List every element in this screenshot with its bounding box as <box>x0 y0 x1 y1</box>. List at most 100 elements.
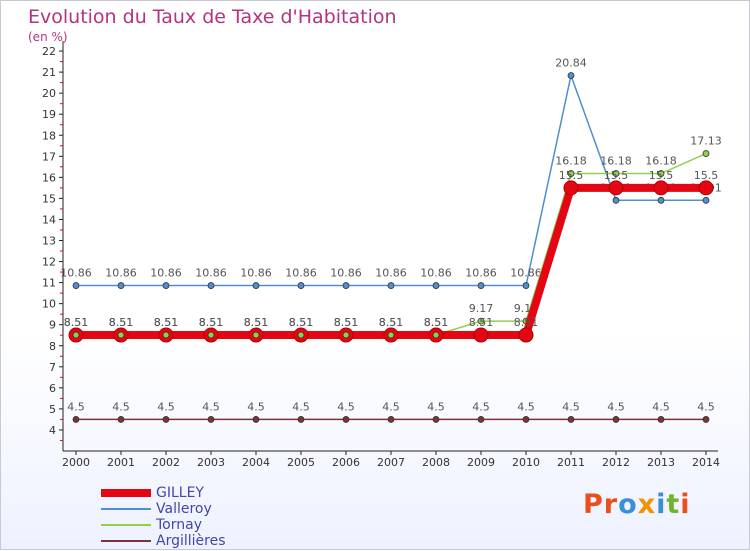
data-label-valleroy: 20.84 <box>555 56 587 69</box>
data-label-argillieres: 4.5 <box>607 400 625 413</box>
data-label-gilley: 8.51 <box>514 316 539 329</box>
point-valleroy <box>432 282 440 289</box>
data-label-gilley: 15.5 <box>694 169 719 182</box>
point-gilley <box>608 180 624 196</box>
point-tornay <box>657 170 665 177</box>
point-argillieres <box>702 416 710 423</box>
point-valleroy <box>567 72 575 79</box>
y-tick-label: 4 <box>49 424 56 437</box>
point-argillieres <box>162 416 170 423</box>
data-label-valleroy: 10.86 <box>150 267 182 280</box>
point-tornay <box>702 150 710 157</box>
point-valleroy <box>72 282 80 289</box>
data-label-gilley: 15.5 <box>559 169 584 182</box>
x-tick-label: 2001 <box>107 456 135 469</box>
data-label-argillieres: 4.5 <box>202 400 220 413</box>
data-label-argillieres: 4.5 <box>562 400 580 413</box>
legend-label: GILLEY <box>156 485 204 501</box>
data-label-argillieres: 4.5 <box>292 400 310 413</box>
y-tick-label: 8 <box>49 340 56 353</box>
chart-title: Evolution du Taux de Taxe d'Habitation <box>28 6 397 28</box>
point-argillieres <box>477 416 485 423</box>
x-tick-label: 2009 <box>467 456 495 469</box>
y-tick-label: 22 <box>42 45 56 58</box>
data-label-gilley: 8.51 <box>64 316 89 329</box>
y-tick-label: 5 <box>49 403 56 416</box>
y-tick-label: 9 <box>49 319 56 332</box>
point-tornay <box>567 170 575 177</box>
y-tick-label: 13 <box>42 235 56 248</box>
legend-label: Argillières <box>156 533 226 549</box>
data-label-tornay: 17.13 <box>690 135 722 148</box>
point-valleroy <box>657 196 665 204</box>
data-label-gilley: 8.51 <box>334 316 359 329</box>
legend-swatch <box>101 540 151 542</box>
data-label-tornay: 16.18 <box>645 155 677 168</box>
legend-swatch <box>101 489 151 497</box>
logo-letter: r <box>603 489 619 520</box>
data-label-tornay: 8.51 <box>334 316 359 329</box>
data-label-gilley: 8.51 <box>289 316 314 329</box>
logo-letter: P <box>583 489 604 520</box>
data-label-gilley: 8.51 <box>244 316 269 329</box>
x-tick-label: 2013 <box>647 456 675 469</box>
y-tick-label: 10 <box>42 298 56 311</box>
y-tick-label: 20 <box>42 87 56 100</box>
point-valleroy <box>297 282 305 289</box>
y-tick-label: 7 <box>49 361 56 374</box>
data-label-argillieres: 4.5 <box>472 400 490 413</box>
data-label-argillieres: 4.5 <box>697 400 715 413</box>
data-label-valleroy: 10.86 <box>465 267 497 280</box>
point-argillieres <box>522 416 530 423</box>
x-tick-label: 2010 <box>512 456 540 469</box>
point-tornay-overlay <box>252 331 260 339</box>
legend-label: Valleroy <box>156 501 212 517</box>
data-label-argillieres: 4.5 <box>517 400 535 413</box>
data-label-argillieres: 4.5 <box>112 400 130 413</box>
point-valleroy <box>702 196 710 204</box>
proxiti-logo: Proxiti <box>583 489 691 520</box>
data-label-tornay: 9.17 <box>469 302 494 315</box>
data-label-argillieres: 4.5 <box>652 400 670 413</box>
data-label-argillieres: 4.5 <box>382 400 400 413</box>
legend-swatch <box>101 524 151 526</box>
y-unit-label: (en %) <box>28 30 68 44</box>
x-tick-label: 2014 <box>692 456 720 469</box>
point-argillieres <box>72 416 80 423</box>
logo-letter: t <box>666 489 681 520</box>
x-tick-label: 2011 <box>557 456 585 469</box>
y-tick-label: 15 <box>42 192 56 205</box>
data-label-argillieres: 4.5 <box>157 400 175 413</box>
x-tick-label: 2002 <box>152 456 180 469</box>
point-tornay-overlay <box>117 331 125 339</box>
point-argillieres <box>297 416 305 423</box>
data-label-gilley: 8.51 <box>469 316 494 329</box>
point-argillieres <box>387 416 395 423</box>
data-label-gilley: 8.51 <box>379 316 404 329</box>
data-label-argillieres: 4.5 <box>247 400 265 413</box>
point-gilley <box>563 180 579 196</box>
point-valleroy <box>342 282 350 289</box>
point-argillieres <box>207 416 215 423</box>
x-tick-label: 2004 <box>242 456 270 469</box>
data-label-valleroy: 10.86 <box>240 267 272 280</box>
data-label-tornay: 16.18 <box>600 155 632 168</box>
data-label-gilley: 8.51 <box>424 316 449 329</box>
point-valleroy <box>252 282 260 289</box>
point-valleroy <box>612 196 620 204</box>
x-tick-label: 2012 <box>602 456 630 469</box>
y-tick-label: 21 <box>42 66 56 79</box>
y-tick-label: 11 <box>42 277 56 290</box>
point-argillieres <box>567 416 575 423</box>
y-tick-label: 12 <box>42 256 56 269</box>
point-tornay-overlay <box>297 331 305 339</box>
x-tick-label: 2006 <box>332 456 360 469</box>
y-tick-label: 17 <box>42 150 56 163</box>
point-argillieres <box>342 416 350 423</box>
data-label-tornay: 8.51 <box>379 316 404 329</box>
data-label-argillieres: 4.5 <box>337 400 355 413</box>
data-label-tornay: 8.51 <box>199 316 224 329</box>
data-label-tornay: 16.18 <box>555 155 587 168</box>
data-label-argillieres: 4.5 <box>427 400 445 413</box>
